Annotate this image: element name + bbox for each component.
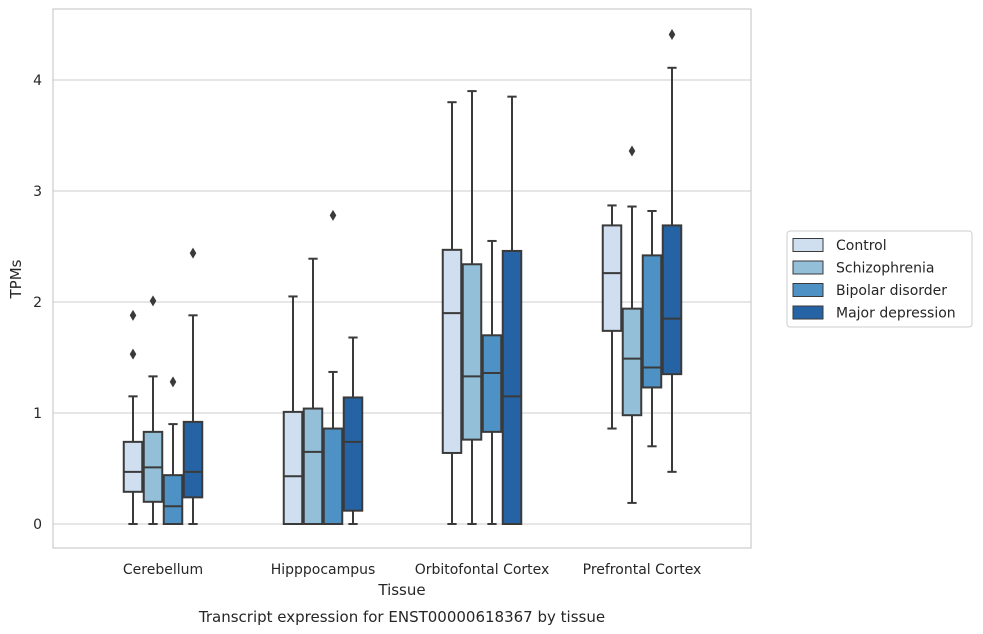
box-major-depression	[661, 28, 683, 473]
outlier-point	[129, 348, 137, 360]
y-axis-label: TPMs	[7, 259, 25, 299]
legend-label: Control	[836, 238, 887, 254]
y-tick-labels: 0 1 2 3 4	[33, 73, 42, 533]
outlier-point	[149, 295, 157, 307]
box-iqr	[601, 224, 623, 332]
box-schizophrenia	[461, 90, 483, 525]
box-bipolar-disorder	[641, 209, 663, 448]
legend-label: Major depression	[836, 306, 956, 322]
box-iqr	[641, 254, 663, 389]
legend-swatch	[792, 260, 824, 275]
legend-label: Bipolar disorder	[836, 283, 947, 299]
y-tick-label: 1	[33, 406, 42, 422]
box-bipolar-disorder	[481, 239, 503, 525]
outlier-point	[189, 247, 197, 259]
x-tick-label: Prefrontal Cortex	[583, 562, 702, 578]
chart-caption: Transcript expression for ENST0000061836…	[198, 608, 605, 626]
outlier-point	[329, 209, 337, 221]
box-iqr	[302, 407, 324, 525]
box-schizophrenia	[142, 295, 164, 525]
box-iqr	[162, 474, 184, 526]
box-control	[601, 204, 623, 430]
x-tick-label: Cerebellum	[123, 562, 203, 578]
legend-label: Schizophrenia	[836, 261, 934, 277]
box-iqr	[322, 427, 344, 526]
box-control	[282, 295, 304, 526]
box-schizophrenia	[621, 145, 643, 504]
box-bipolar-disorder	[162, 376, 184, 526]
legend-swatch	[792, 305, 824, 320]
box-bipolar-disorder	[322, 209, 344, 526]
outlier-point	[129, 309, 137, 321]
box-major-depression	[182, 247, 204, 525]
box-major-depression	[501, 95, 523, 525]
box-iqr	[501, 249, 523, 525]
x-tick-label: Orbitofontal Cortex	[415, 562, 550, 578]
box-schizophrenia	[302, 257, 324, 525]
outlier-point	[628, 145, 636, 157]
outlier-point	[169, 376, 177, 388]
box-control	[122, 309, 144, 525]
x-tick-labels: Cerebellum Hipppocampus Orbitofontal Corte…	[123, 562, 701, 578]
outlier-point	[668, 28, 676, 40]
legend-swatch	[792, 283, 824, 297]
box-iqr	[481, 334, 503, 433]
box-series	[122, 28, 683, 526]
y-tick-label: 0	[33, 517, 42, 533]
box-control	[441, 101, 463, 525]
x-axis-label: Tissue	[377, 581, 425, 599]
box-iqr	[621, 307, 643, 417]
box-iqr	[282, 410, 304, 526]
y-tick-label: 3	[33, 184, 42, 200]
y-tick-label: 2	[33, 295, 42, 311]
box-iqr	[461, 263, 483, 441]
plot-area-frame	[52, 8, 752, 549]
box-iqr	[182, 420, 204, 499]
legend: Control Schizophrenia Bipolar disorder Majo…	[786, 230, 973, 328]
legend-frame	[786, 230, 973, 328]
x-tick-label: Hipppocampus	[271, 562, 376, 578]
box-iqr	[122, 440, 144, 493]
box-iqr	[661, 224, 683, 376]
box-major-depression	[342, 336, 364, 525]
y-tick-label: 4	[33, 73, 42, 89]
box-iqr	[441, 248, 463, 454]
box-iqr	[342, 396, 364, 512]
legend-swatch	[792, 238, 824, 252]
